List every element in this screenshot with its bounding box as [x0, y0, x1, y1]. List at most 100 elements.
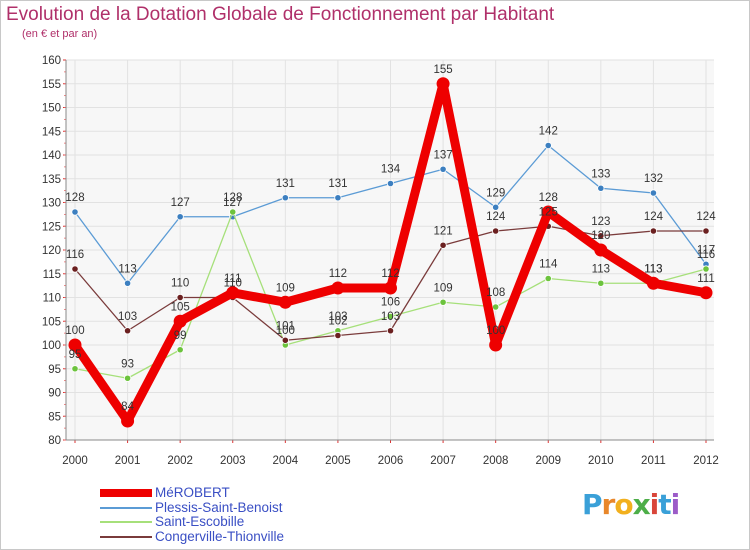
data-point: [123, 327, 132, 335]
logo-letter: i: [670, 488, 681, 521]
x-tick-label: 2005: [325, 455, 351, 467]
data-point: [594, 243, 608, 257]
data-label: 109: [276, 282, 295, 294]
y-tick-label: 90: [48, 388, 61, 400]
data-label: 134: [381, 164, 401, 176]
data-point: [439, 241, 447, 249]
data-label: 109: [433, 282, 452, 294]
data-label: 106: [381, 297, 400, 309]
data-point: [439, 165, 447, 173]
logo-letter: x: [632, 488, 651, 521]
series-m-robert: [68, 77, 713, 428]
data-point: [123, 374, 132, 382]
legend-label: Congerville-Thionville: [155, 528, 285, 544]
data-point: [597, 184, 605, 192]
y-tick-label: 105: [42, 316, 61, 328]
data-point: [649, 189, 658, 197]
series-plessis-saint-benoist: [71, 141, 710, 287]
x-tick-label: 2003: [220, 455, 246, 467]
data-label: 93: [121, 358, 134, 370]
data-point: [386, 179, 395, 188]
data-point: [492, 227, 500, 235]
data-point: [541, 205, 555, 219]
data-label: 128: [223, 192, 242, 204]
data-label: 113: [644, 263, 662, 275]
y-tick-label: 100: [42, 340, 61, 352]
data-point: [278, 295, 292, 309]
y-tick-label: 145: [42, 126, 61, 138]
y-tick-label: 95: [48, 364, 61, 376]
x-tick-label: 2011: [641, 455, 666, 467]
data-point: [331, 281, 345, 295]
data-label: 116: [66, 249, 84, 261]
data-label: 102: [328, 316, 347, 328]
data-point: [489, 338, 503, 352]
data-point: [646, 276, 660, 290]
x-tick-label: 2008: [483, 455, 509, 467]
data-point: [439, 298, 447, 306]
data-point: [71, 208, 79, 216]
y-tick-label: 130: [42, 198, 61, 210]
data-label: 112: [381, 268, 399, 280]
data-point: [386, 312, 395, 321]
data-label: 103: [381, 311, 400, 323]
data-point: [492, 303, 500, 311]
data-label: 155: [433, 64, 452, 76]
data-point: [121, 414, 135, 428]
legend-swatch: [100, 506, 152, 509]
data-label: 125: [539, 206, 558, 218]
x-tick-label: 2000: [62, 455, 88, 467]
legend-swatch: [100, 489, 152, 497]
data-label: 137: [433, 149, 452, 161]
logo-letter: i: [649, 488, 660, 521]
data-label: 131: [328, 178, 347, 190]
data-point: [702, 227, 710, 235]
data-label: 121: [433, 225, 452, 237]
data-label: 127: [223, 197, 242, 209]
data-label: 120: [591, 230, 610, 242]
data-label: 100: [276, 325, 295, 337]
data-label: 114: [539, 259, 558, 271]
legend-label: Plessis-Saint-Benoist: [155, 499, 283, 515]
data-label: 124: [486, 211, 506, 223]
data-point: [229, 208, 237, 216]
data-label: 123: [591, 216, 610, 228]
data-label: 117: [697, 244, 715, 256]
data-point: [384, 281, 397, 295]
y-tick-label: 155: [42, 79, 61, 91]
y-tick-label: 140: [42, 150, 61, 162]
x-tick-label: 2004: [273, 455, 299, 467]
data-label: 132: [644, 173, 663, 185]
data-point: [281, 336, 289, 344]
data-label: 100: [486, 325, 505, 337]
legend-label: Saint-Escobille: [155, 514, 245, 529]
data-label: 103: [328, 311, 347, 323]
data-label: 95: [69, 349, 82, 361]
y-tick-label: 160: [42, 55, 61, 67]
data-point: [176, 346, 184, 354]
data-label: 128: [65, 192, 84, 204]
data-point: [649, 227, 658, 235]
data-label: 111: [224, 273, 241, 285]
data-point: [597, 232, 605, 240]
data-label: 84: [121, 401, 134, 413]
data-label: 111: [697, 273, 714, 285]
data-point: [226, 286, 240, 300]
data-label: 116: [697, 249, 715, 261]
x-tick-label: 2002: [167, 455, 193, 467]
data-label: 112: [329, 268, 347, 280]
y-tick-label: 115: [43, 269, 61, 281]
data-point: [173, 314, 187, 328]
data-label: 131: [276, 178, 295, 190]
legend-swatch: [100, 521, 152, 523]
x-tick-label: 2009: [535, 455, 561, 467]
y-tick-label: 150: [42, 103, 61, 115]
y-tick-label: 135: [42, 174, 61, 186]
data-point: [386, 327, 395, 335]
x-tick-label: 2007: [430, 455, 456, 467]
x-tick-label: 2012: [693, 455, 719, 467]
logo-letter: t: [658, 488, 671, 521]
data-label: 127: [171, 197, 190, 209]
data-label: 108: [486, 287, 505, 299]
series-saint-escobille: [71, 208, 710, 382]
